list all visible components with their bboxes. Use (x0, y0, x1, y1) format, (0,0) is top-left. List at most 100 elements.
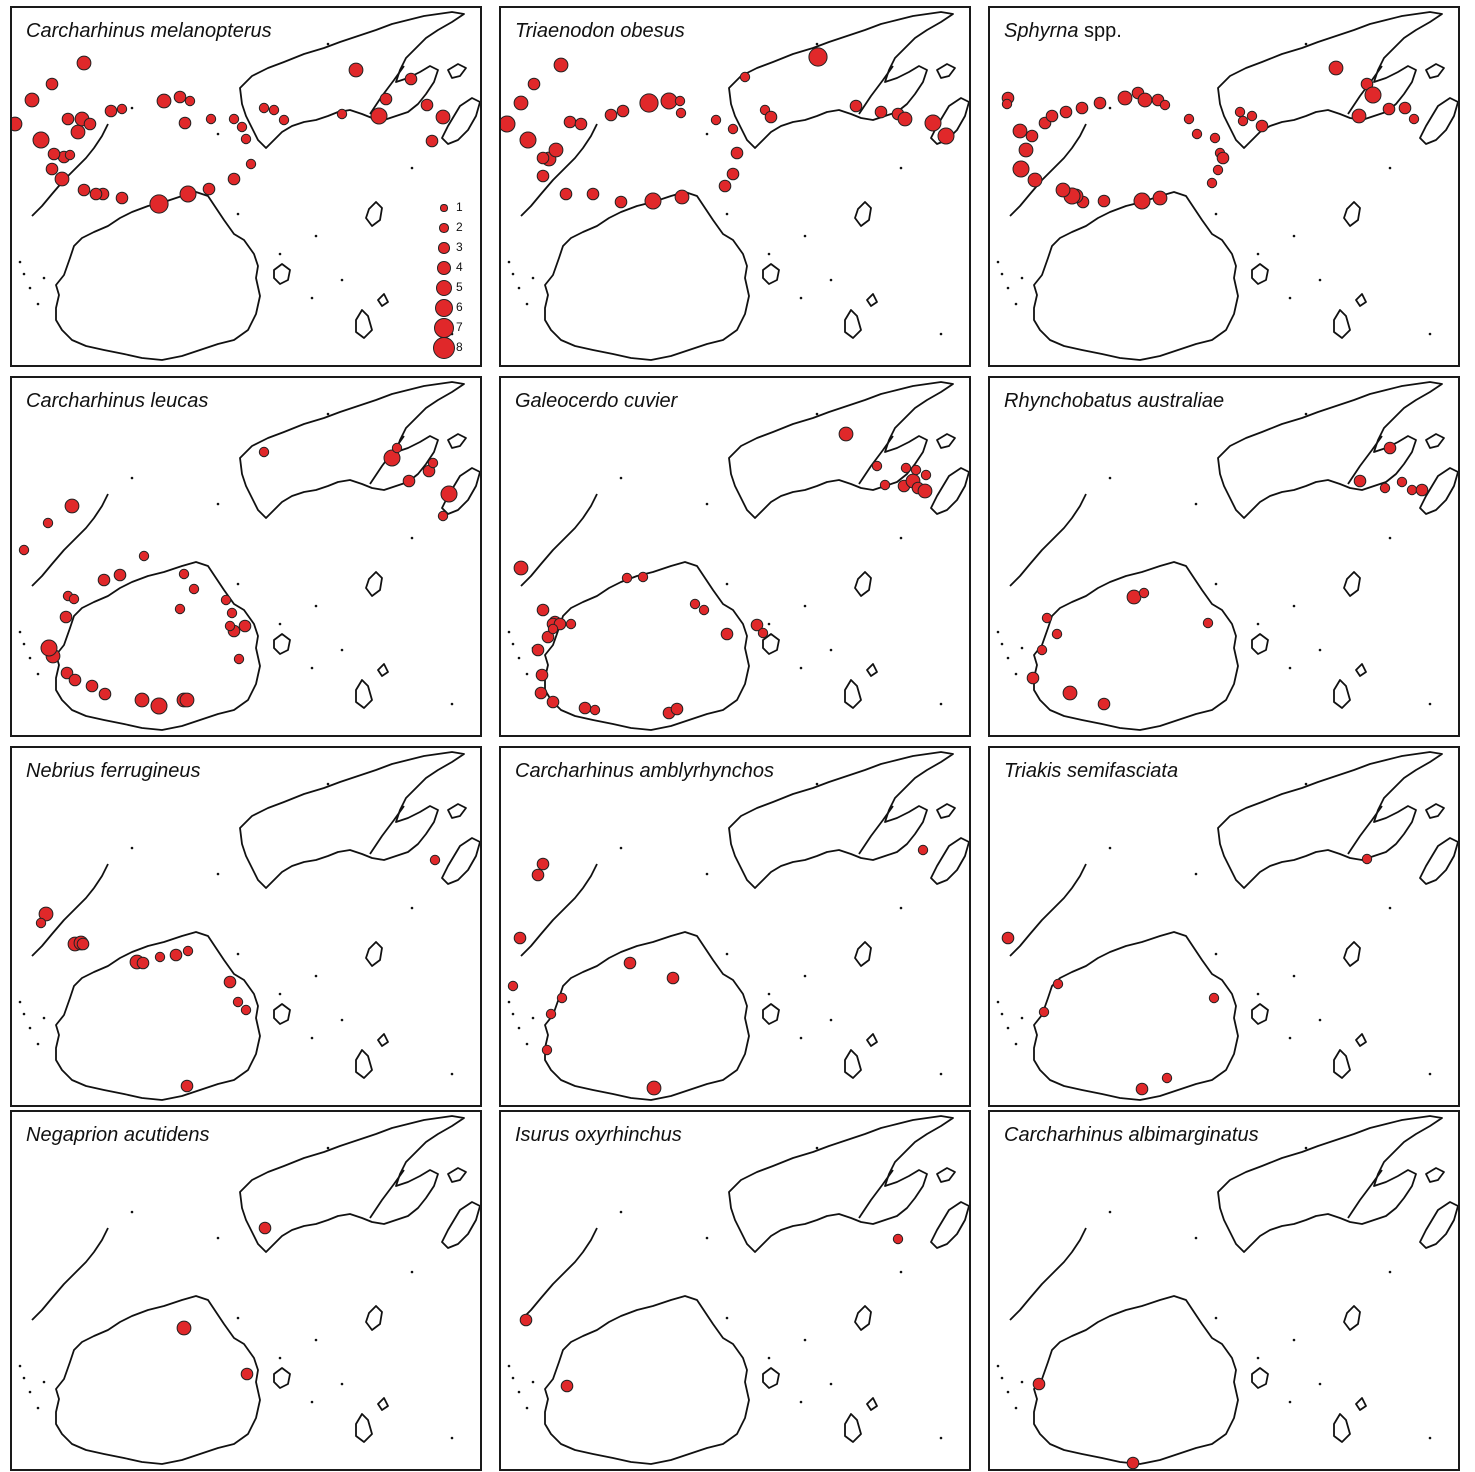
occurrence-dot (541, 630, 555, 644)
legend-label: 2 (456, 220, 463, 234)
map-canvas (18, 381, 480, 731)
occurrence-dot (178, 116, 192, 130)
species-name: Rhynchobatus australiae (1004, 390, 1225, 412)
occurrence-dot (614, 195, 628, 209)
map-canvas (507, 1115, 969, 1465)
species-name: Carcharhinus leucas (26, 390, 209, 412)
occurrence-dot (556, 992, 568, 1004)
coastline-outlines (996, 751, 1458, 1101)
occurrence-dot (278, 114, 290, 126)
species-title: Sphyrna spp. (1004, 20, 1122, 43)
occurrence-dot (726, 167, 740, 181)
occurrence-dot (1208, 992, 1220, 1004)
coastline-outlines (507, 381, 969, 731)
species-title: Negaprion acutidens (26, 1124, 209, 1147)
occurrence-dot (1364, 86, 1382, 104)
occurrence-dot (404, 72, 418, 86)
legend-dot (437, 261, 451, 275)
occurrence-dot (1051, 628, 1063, 640)
occurrence-dot (226, 607, 238, 619)
coastline-outlines (996, 11, 1458, 361)
occurrence-dot (546, 695, 560, 709)
occurrence-dot (228, 113, 240, 125)
species-name: Nebrius ferrugineus (26, 760, 201, 782)
map-panel: Galeocerdo cuvier (499, 376, 971, 737)
legend-item: 2 (434, 218, 474, 238)
occurrence-dot (1161, 1072, 1173, 1084)
occurrence-dot (710, 114, 722, 126)
map-canvas (996, 751, 1458, 1101)
map-panel: Carcharhinus albimarginatus (988, 1110, 1460, 1471)
species-title: Triaenodon obesus (515, 20, 685, 43)
occurrence-dot (1001, 98, 1013, 110)
occurrence-dot (180, 1079, 194, 1093)
legend-item: 3 (434, 238, 474, 258)
occurrence-dot (849, 99, 863, 113)
coastline-outlines (507, 1115, 969, 1465)
occurrence-dot (223, 975, 237, 989)
occurrence-dot (536, 857, 550, 871)
occurrence-dot (233, 653, 245, 665)
occurrence-dot (134, 692, 150, 708)
occurrence-dot (1032, 1377, 1046, 1391)
occurrence-dot (757, 627, 769, 639)
occurrence-dot (1191, 128, 1203, 140)
occurrence-dot (1097, 697, 1111, 711)
occurrence-dot (534, 686, 548, 700)
occurrence-dot (1018, 142, 1034, 158)
occurrence-dot (89, 187, 103, 201)
occurrence-dot (149, 194, 169, 214)
map-panel: Carcharhinus amblyrhynchos (499, 746, 971, 1107)
coastline-outlines (507, 751, 969, 1101)
occurrence-dot (1097, 194, 1111, 208)
occurrence-dot (1159, 99, 1171, 111)
occurrence-dot (32, 131, 50, 149)
occurrence-dot (116, 103, 128, 115)
species-title: Carcharhinus leucas (26, 390, 208, 413)
occurrence-dot (1026, 671, 1040, 685)
occurrence-dot (24, 92, 40, 108)
occurrence-dot (60, 666, 74, 680)
occurrence-dot (1212, 164, 1224, 176)
occurrence-dot (1328, 60, 1344, 76)
species-name: Carcharhinus amblyrhynchos (515, 760, 775, 782)
species-title: Isurus oxyrhinchus (515, 1124, 682, 1147)
occurrence-dot (531, 868, 545, 882)
size-legend: 1 2 3 4 5 6 7 8 (432, 198, 474, 360)
occurrence-dot (76, 937, 90, 951)
occurrence-dot (227, 172, 241, 186)
legend-dot (432, 336, 456, 360)
map-panel: Triakis semifasciata (988, 746, 1460, 1107)
occurrence-dot (1152, 190, 1168, 206)
occurrence-dot (178, 568, 190, 580)
occurrence-dot (1055, 182, 1071, 198)
occurrence-dot (531, 643, 545, 657)
occurrence-dot (604, 108, 618, 122)
occurrence-dot (154, 951, 166, 963)
occurrence-dot (40, 639, 58, 657)
occurrence-dot (589, 704, 601, 716)
occurrence-dot (660, 92, 678, 110)
occurrence-dot (136, 956, 150, 970)
occurrence-dot (897, 111, 913, 127)
map-panel: Sphyrna spp. (988, 6, 1460, 367)
occurrence-dot (1351, 108, 1367, 124)
occurrence-dot (1036, 644, 1048, 656)
species-suffix: spp. (1078, 20, 1122, 42)
occurrence-dot (1406, 484, 1418, 496)
occurrence-dot (238, 619, 252, 633)
occurrence-dot (440, 485, 458, 503)
legend-dot (439, 223, 449, 233)
legend-item: 6 (434, 298, 474, 318)
species-name: Carcharhinus albimarginatus (1004, 1124, 1259, 1146)
occurrence-dot (179, 692, 195, 708)
occurrence-dot (1383, 441, 1397, 455)
occurrence-dot (402, 474, 416, 488)
occurrence-dot (76, 55, 92, 71)
occurrence-dot (1012, 160, 1030, 178)
occurrence-dot (258, 102, 270, 114)
occurrence-dot (1361, 853, 1373, 865)
occurrence-dot (536, 169, 550, 183)
occurrence-dot (1133, 192, 1151, 210)
occurrence-dot (937, 127, 955, 145)
